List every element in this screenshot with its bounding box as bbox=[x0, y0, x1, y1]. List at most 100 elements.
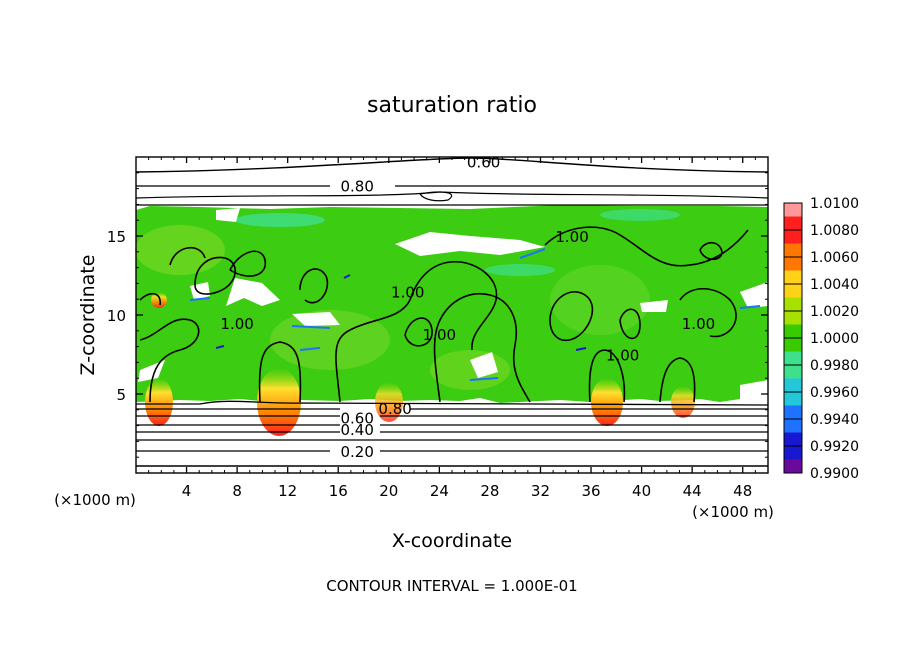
contour-label: 1.00 bbox=[606, 347, 639, 365]
contour-line bbox=[619, 308, 641, 340]
contour-line bbox=[404, 317, 433, 347]
colorbar-label: 0.9900 bbox=[810, 466, 859, 482]
contour-line bbox=[169, 247, 206, 266]
contour-label: 1.00 bbox=[423, 326, 456, 344]
x-axis: 4 8 12 16 20 24 28 32 36 40 44 48 bbox=[148, 157, 756, 500]
contour-line bbox=[258, 341, 302, 403]
contour-line bbox=[335, 260, 498, 403]
contour-label: 1.00 bbox=[220, 315, 253, 333]
contour-labels: 0.60 0.80 1.00 1.00 1.00 1.00 1.00 1.00 0.80 0.60… bbox=[220, 154, 715, 461]
colorbar-swatch bbox=[784, 297, 802, 312]
colorbar-label: 1.0040 bbox=[810, 277, 859, 293]
colorbar-swatch bbox=[784, 365, 802, 379]
x-tick-label: 40 bbox=[632, 482, 651, 500]
colorbar-label: 0.9960 bbox=[810, 385, 859, 401]
colorbar-label: 1.0060 bbox=[810, 250, 859, 266]
contour-line bbox=[139, 318, 200, 403]
dry-patch bbox=[740, 282, 768, 308]
colorbar-swatch bbox=[784, 432, 802, 447]
colorbar-swatch bbox=[784, 338, 802, 352]
colorbar: 1.0100 1.0080 1.0060 1.0040 1.0020 1.0000 0.99… bbox=[783, 196, 859, 482]
x-unit-label: (×1000 m) bbox=[692, 503, 774, 521]
hot-spot bbox=[671, 386, 695, 418]
x-tick-label: 36 bbox=[581, 482, 600, 500]
colorbar-swatch bbox=[784, 446, 802, 460]
contour-line bbox=[136, 400, 769, 406]
x-tick-label: 48 bbox=[733, 482, 752, 500]
contour-line bbox=[659, 357, 696, 403]
field-fringe bbox=[189, 248, 761, 381]
x-tick-label: 24 bbox=[430, 482, 449, 500]
contour-line bbox=[419, 191, 453, 202]
x-tick-label: 44 bbox=[683, 482, 702, 500]
colorbar-swatch bbox=[784, 392, 802, 406]
contour-label: 0.60 bbox=[340, 410, 373, 428]
contour-label: 0.80 bbox=[378, 400, 411, 418]
contour-label: 1.00 bbox=[391, 283, 424, 301]
colorbar-swatch bbox=[784, 405, 802, 420]
contour-line bbox=[588, 349, 626, 403]
field-fringe bbox=[215, 274, 587, 351]
contour-line bbox=[699, 241, 723, 261]
contour-label: 0.40 bbox=[340, 421, 373, 439]
colorbar-swatch bbox=[784, 351, 802, 366]
y-tick-label: 10 bbox=[107, 307, 126, 325]
field-patch bbox=[485, 264, 555, 276]
y-unit-label: (×1000 m) bbox=[54, 491, 136, 509]
colorbar-swatch bbox=[784, 459, 802, 474]
contour-lines bbox=[135, 157, 769, 467]
x-tick-label: 32 bbox=[531, 482, 550, 500]
y-tick-label: 15 bbox=[107, 228, 126, 246]
colorbar-swatch bbox=[784, 257, 802, 271]
contour-line bbox=[135, 157, 769, 173]
contour-interval-note: CONTOUR INTERVAL = 1.000E-01 bbox=[326, 577, 577, 595]
x-tick-label: 8 bbox=[232, 482, 242, 500]
contour-label: 1.00 bbox=[682, 315, 715, 333]
x-tick-label: 28 bbox=[480, 482, 499, 500]
colorbar-swatch bbox=[784, 203, 802, 217]
colorbar-swatch bbox=[784, 270, 802, 285]
y-axis-title: Z-coordinate bbox=[77, 255, 99, 376]
dry-patch bbox=[292, 312, 340, 326]
contour-line bbox=[299, 268, 329, 304]
field-patch bbox=[550, 265, 650, 335]
hot-spot bbox=[151, 292, 167, 308]
hot-spot bbox=[375, 382, 403, 422]
dry-patch bbox=[226, 278, 280, 306]
colorbar-label: 1.0020 bbox=[810, 304, 859, 320]
colorbar-swatch bbox=[784, 216, 802, 231]
chart-title: saturation ratio bbox=[367, 93, 537, 118]
y-tick-label: 5 bbox=[116, 386, 126, 404]
dry-patch bbox=[216, 208, 240, 222]
contour-label: 0.60 bbox=[467, 154, 500, 172]
colorbar-label: 1.0000 bbox=[810, 331, 859, 347]
dry-patch bbox=[395, 232, 545, 256]
x-tick-label: 16 bbox=[329, 482, 348, 500]
hot-spot bbox=[591, 378, 623, 426]
colorbar-label: 0.9920 bbox=[810, 439, 859, 455]
colorbar-swatch bbox=[784, 284, 802, 298]
contour-line bbox=[549, 291, 594, 342]
field-patch bbox=[430, 350, 510, 390]
y-axis: 5 10 15 bbox=[107, 172, 768, 458]
field-patch bbox=[600, 209, 680, 221]
dry-patch bbox=[470, 352, 498, 378]
x-tick-label: 4 bbox=[182, 482, 192, 500]
contour-line bbox=[544, 226, 749, 267]
colorbar-label: 1.0080 bbox=[810, 223, 859, 239]
contour-label: 0.80 bbox=[340, 177, 373, 195]
hot-spot bbox=[145, 378, 173, 426]
field-patch bbox=[235, 213, 325, 227]
contour-line bbox=[229, 250, 266, 277]
colorbar-label: 1.0100 bbox=[810, 196, 859, 212]
x-tick-label: 20 bbox=[379, 482, 398, 500]
colorbar-swatch bbox=[784, 230, 802, 244]
colorbar-swatch bbox=[784, 378, 802, 393]
colorbar-swatch bbox=[784, 419, 802, 433]
contour-line bbox=[679, 288, 737, 338]
contour-line bbox=[433, 293, 531, 403]
colorbar-label: 0.9940 bbox=[810, 412, 859, 428]
hot-spot bbox=[257, 368, 301, 436]
colorbar-swatch bbox=[784, 324, 802, 339]
